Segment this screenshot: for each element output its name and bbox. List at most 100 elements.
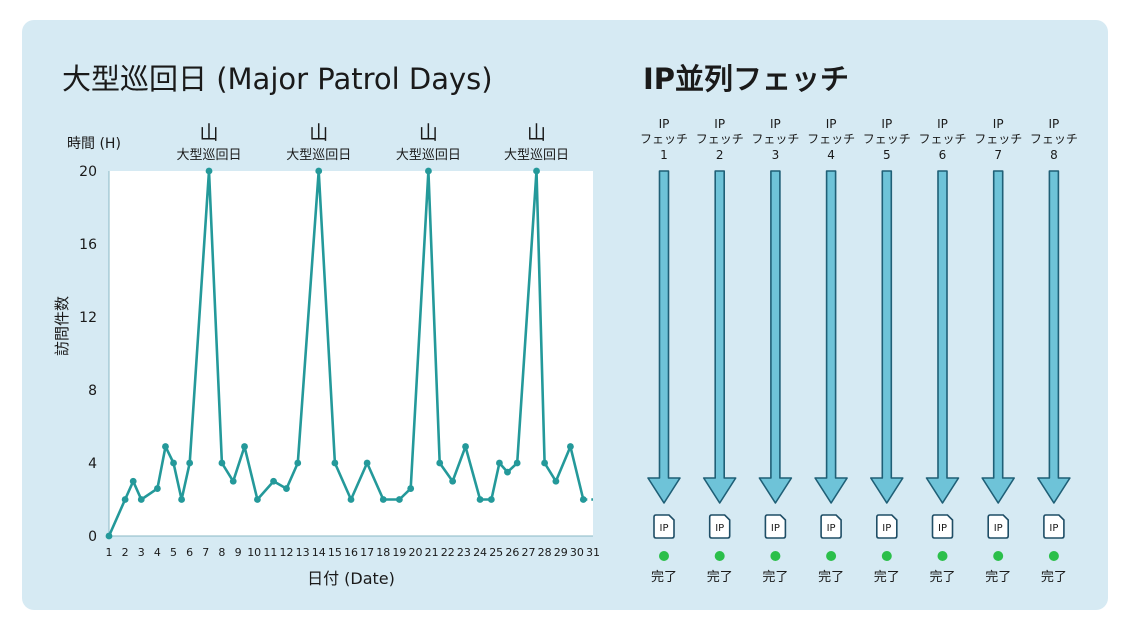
x-tick-label: 11	[263, 546, 277, 559]
parallel-fetch-diagram: IPフェッチ1IP完了IPフェッチ2IP完了IPフェッチ3IP完了IPフェッチ4…	[640, 117, 1078, 585]
x-tick-label: 21	[425, 546, 439, 559]
fetch-number: 5	[883, 148, 891, 162]
y-tick-label: 8	[88, 383, 97, 399]
x-tick-label: 2	[122, 546, 129, 559]
fetch-number: 1	[660, 148, 668, 162]
data-point	[105, 532, 113, 540]
data-point	[205, 167, 213, 175]
down-arrow-icon	[1037, 170, 1071, 504]
fetch-label-ip: IP	[659, 117, 670, 131]
fetch-number: 4	[827, 148, 835, 162]
status-dot-icon	[1048, 551, 1059, 561]
data-point	[487, 496, 495, 503]
file-icon-label: IP	[660, 523, 669, 534]
fetch-panel-title: IP並列フェッチ	[643, 62, 850, 96]
status-dot-icon	[881, 551, 892, 561]
data-point	[331, 459, 339, 467]
data-point	[121, 496, 129, 503]
data-point	[476, 496, 484, 503]
plot-area	[109, 171, 593, 536]
fetch-number: 3	[772, 148, 780, 162]
data-point	[462, 443, 469, 450]
x-axis-label: 日付 (Date)	[307, 569, 395, 588]
file-icon	[764, 514, 787, 539]
fetch-label-name: フェッチ	[696, 132, 744, 146]
fetch-label-name: フェッチ	[640, 132, 688, 146]
x-tick-label: 23	[457, 546, 471, 559]
status-dot-icon	[826, 551, 837, 561]
data-point	[241, 443, 248, 450]
fetch-number: 8	[1050, 148, 1058, 162]
data-point	[137, 496, 145, 503]
status-label: 完了	[929, 570, 955, 585]
fetch-label-name: フェッチ	[807, 132, 855, 146]
x-tick-label: 7	[202, 546, 209, 559]
x-tick-label: 30	[570, 546, 584, 559]
fetch-number: 7	[994, 148, 1002, 162]
x-tick-label: 4	[154, 546, 161, 559]
data-point	[154, 485, 161, 492]
fetch-label-ip: IP	[993, 117, 1004, 131]
x-tick-label: 15	[328, 546, 342, 559]
data-point	[504, 468, 511, 476]
data-point	[407, 485, 415, 492]
x-tick-label: 19	[392, 546, 406, 559]
x-tick-label: 26	[505, 546, 519, 559]
y-axis-label: 訪問件数	[53, 296, 71, 356]
data-point	[254, 496, 261, 503]
fetch-label-name: フェッチ	[918, 132, 966, 146]
y-tick-label: 12	[79, 310, 97, 326]
data-point	[315, 167, 323, 175]
down-arrow-icon	[981, 170, 1015, 504]
data-point	[541, 459, 548, 467]
x-tick-label: 25	[489, 546, 503, 559]
x-tick-label: 27	[521, 546, 535, 559]
fetch-label-ip: IP	[937, 117, 948, 131]
data-point	[347, 496, 355, 503]
peak-annotation: 大型巡回日	[504, 148, 569, 163]
file-icon	[653, 514, 675, 539]
file-icon-label: IP	[715, 523, 724, 534]
data-point	[186, 459, 194, 467]
status-label: 完了	[651, 570, 677, 585]
peak-annotation: 大型巡回日	[396, 148, 461, 163]
y-tick-label: 0	[88, 529, 97, 545]
down-arrow-icon	[702, 170, 737, 504]
status-label: 完了	[818, 570, 844, 585]
file-icon	[708, 514, 731, 539]
data-point	[170, 459, 177, 467]
chart-title: 大型巡回日 (Major Patrol Days)	[62, 62, 493, 96]
data-point	[552, 477, 560, 485]
x-tick-label: 13	[296, 546, 310, 559]
file-icon	[987, 514, 1009, 539]
file-icon-label: IP	[1049, 523, 1058, 534]
fetch-number: 6	[939, 148, 947, 162]
data-point	[178, 496, 186, 503]
x-tick-label: 8	[218, 546, 225, 559]
fetch-label-name: フェッチ	[751, 132, 799, 146]
data-point	[379, 496, 387, 503]
fetch-label-ip: IP	[881, 117, 892, 131]
mountain-icon: 山	[419, 122, 438, 144]
x-tick-label: 22	[441, 546, 455, 559]
file-icon	[876, 514, 898, 539]
data-point	[513, 459, 521, 467]
x-tick-label: 9	[235, 546, 242, 559]
data-point	[229, 477, 237, 485]
x-tick-label: 14	[312, 546, 326, 559]
mountain-icon: 山	[200, 122, 219, 144]
down-arrow-icon	[647, 170, 681, 504]
data-point	[579, 496, 587, 503]
status-label: 完了	[874, 570, 900, 585]
file-icon-label: IP	[771, 523, 780, 534]
x-tick-label: 20	[409, 546, 423, 559]
x-tick-label: 6	[186, 546, 193, 559]
data-point	[162, 443, 169, 450]
status-dot-icon	[714, 551, 725, 561]
down-arrow-icon	[758, 170, 793, 504]
